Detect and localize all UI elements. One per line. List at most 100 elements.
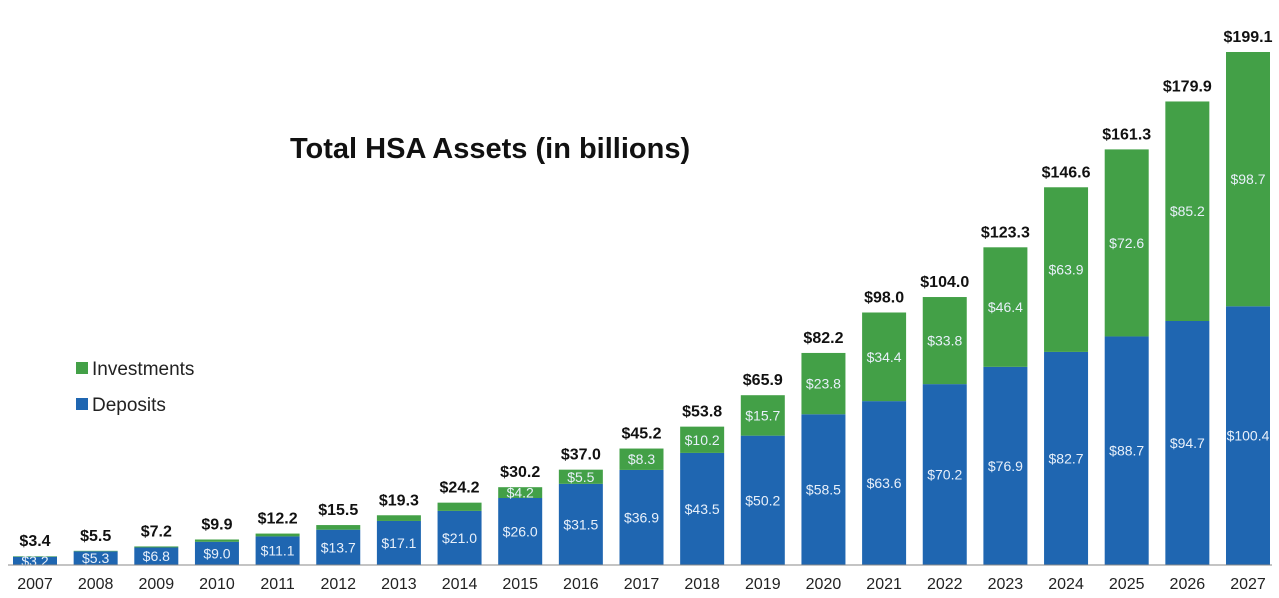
bar-investments-2016	[558, 469, 603, 484]
label-deposits-2011: $11.1	[261, 543, 295, 559]
label-investments-2018: $10.2	[685, 432, 720, 448]
bar-investments-2018	[680, 426, 725, 453]
bar-investments-2013	[376, 515, 421, 521]
x-tick-2016: 2016	[563, 576, 599, 593]
bar-investments-2022	[922, 297, 967, 385]
x-tick-2014: 2014	[442, 576, 478, 593]
label-deposits-2026: $94.7	[1170, 435, 1205, 451]
label-deposits-2010: $9.0	[203, 545, 230, 561]
bar-investments-2007	[13, 556, 57, 557]
label-investments-2024: $63.9	[1049, 262, 1084, 278]
x-tick-2024: 2024	[1048, 576, 1084, 593]
legend-label-investments: Investments	[92, 359, 194, 380]
bar-investments-2015	[498, 487, 543, 499]
bar-deposits-2023	[983, 366, 1028, 565]
label-total-2011: $12.2	[258, 511, 298, 528]
label-investments-2027: $98.7	[1230, 171, 1265, 187]
legend-label-deposits: Deposits	[92, 395, 166, 416]
x-tick-2018: 2018	[684, 576, 720, 593]
label-investments-2026: $85.2	[1170, 203, 1205, 219]
bar-deposits-2020	[801, 414, 846, 565]
x-tick-2017: 2017	[624, 576, 660, 593]
bar-investments-2025	[1104, 149, 1149, 337]
label-deposits-2012: $13.7	[321, 539, 356, 555]
bar-investments-2024	[1044, 187, 1089, 352]
bar-deposits-2017	[619, 469, 664, 565]
bar-deposits-2008	[73, 551, 118, 565]
label-investments-2025: $72.6	[1109, 235, 1144, 251]
label-investments-2022: $33.8	[927, 333, 962, 349]
bar-deposits-2012	[316, 529, 361, 565]
label-deposits-2016: $31.5	[563, 516, 598, 532]
bar-investments-2012	[316, 525, 361, 530]
label-investments-2020: $23.8	[806, 376, 841, 392]
bar-deposits-2014	[437, 510, 482, 565]
label-total-2022: $104.0	[920, 274, 969, 291]
bar-investments-2014	[437, 502, 482, 511]
x-tick-2013: 2013	[381, 576, 417, 593]
bar-investments-2021	[862, 312, 907, 402]
label-deposits-2015: $26.0	[503, 524, 538, 540]
bar-deposits-2011	[255, 536, 300, 565]
label-total-2016: $37.0	[561, 447, 601, 464]
bar-deposits-2021	[862, 401, 907, 565]
label-total-2026: $179.9	[1163, 78, 1212, 95]
x-tick-2010: 2010	[199, 576, 235, 593]
label-deposits-2021: $63.6	[867, 475, 902, 491]
bar-deposits-2009	[134, 547, 179, 565]
label-deposits-2013: $17.1	[381, 535, 416, 551]
label-total-2020: $82.2	[803, 330, 843, 347]
chart-title: Total HSA Assets (in billions)	[290, 133, 690, 165]
label-deposits-2008: $5.3	[82, 550, 109, 566]
x-tick-2020: 2020	[806, 576, 842, 593]
bar-deposits-2013	[376, 520, 421, 565]
x-tick-2007: 2007	[17, 576, 53, 593]
label-total-2012: $15.5	[318, 502, 358, 519]
label-deposits-2018: $43.5	[685, 501, 720, 517]
label-total-2015: $30.2	[500, 464, 540, 481]
bar-investments-2019	[740, 395, 785, 436]
legend-swatch-deposits	[76, 398, 88, 410]
bar-deposits-2019	[740, 435, 785, 565]
x-tick-2015: 2015	[502, 576, 538, 593]
bar-deposits-2010	[194, 541, 239, 565]
label-total-2009: $7.2	[141, 523, 172, 540]
label-deposits-2007: $3.2	[21, 553, 48, 569]
x-tick-2023: 2023	[988, 576, 1024, 593]
bar-investments-2011	[255, 533, 300, 537]
label-total-2007: $3.4	[19, 533, 50, 550]
x-tick-2011: 2011	[260, 576, 295, 593]
label-deposits-2017: $36.9	[624, 509, 659, 525]
bar-deposits-2016	[558, 483, 603, 565]
bar-investments-2009	[134, 546, 179, 548]
label-deposits-2027: $100.4	[1227, 428, 1270, 444]
bar-investments-2008	[73, 550, 118, 552]
label-total-2014: $24.2	[440, 480, 480, 497]
label-total-2019: $65.9	[743, 372, 783, 389]
x-tick-2027: 2027	[1230, 576, 1266, 593]
label-deposits-2023: $76.9	[988, 458, 1023, 474]
bar-deposits-2018	[680, 452, 725, 565]
label-investments-2017: $8.3	[628, 451, 655, 467]
x-tick-2019: 2019	[745, 576, 781, 593]
label-total-2013: $19.3	[379, 492, 419, 509]
label-investments-2019: $15.7	[745, 407, 780, 423]
bar-investments-2017	[619, 448, 664, 470]
legend: Investments Deposits	[76, 359, 194, 416]
label-total-2010: $9.9	[201, 516, 232, 533]
label-investments-2023: $46.4	[988, 299, 1023, 315]
bar-deposits-2025	[1104, 336, 1149, 565]
bar-deposits-2026	[1165, 320, 1210, 565]
label-deposits-2019: $50.2	[745, 492, 780, 508]
label-deposits-2009: $6.8	[143, 548, 170, 564]
label-deposits-2022: $70.2	[927, 467, 962, 483]
label-investments-2021: $34.4	[867, 349, 902, 365]
bar-deposits-2027	[1226, 306, 1270, 565]
label-deposits-2024: $82.7	[1049, 450, 1084, 466]
label-total-2023: $123.3	[981, 224, 1030, 241]
x-tick-2008: 2008	[78, 576, 114, 593]
bar-investments-2027	[1226, 52, 1270, 307]
label-deposits-2020: $58.5	[806, 482, 841, 498]
label-total-2024: $146.6	[1042, 164, 1091, 181]
